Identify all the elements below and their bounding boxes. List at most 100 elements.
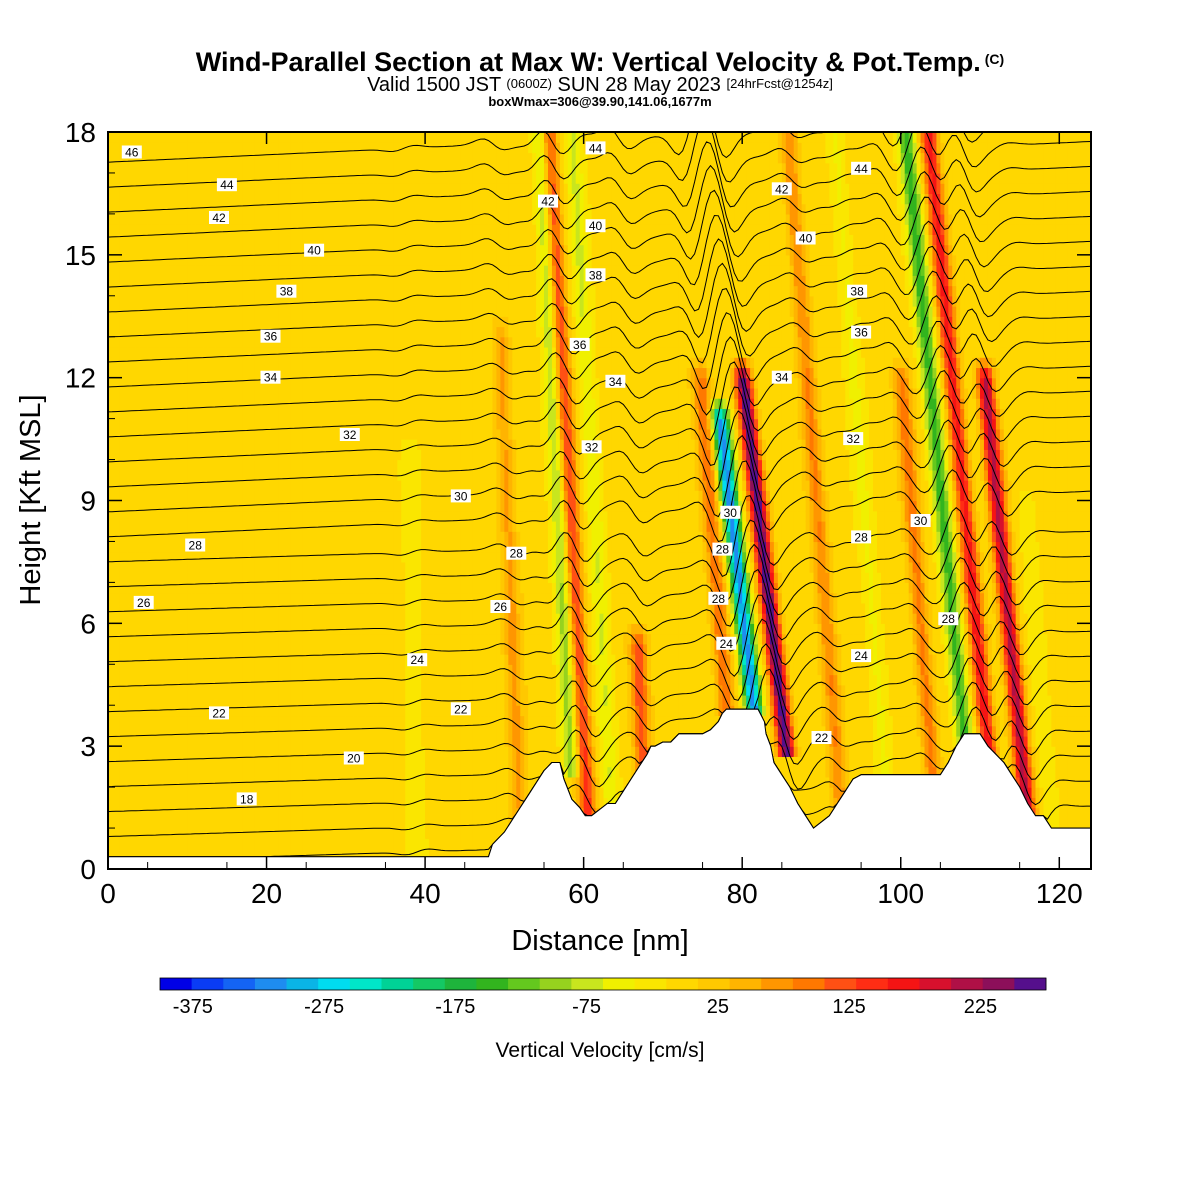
velocity-cell [226, 357, 232, 369]
velocity-cell [270, 613, 276, 624]
velocity-cell [108, 766, 113, 778]
velocity-cell [115, 787, 121, 798]
velocity-cell [282, 459, 287, 471]
velocity-cell [314, 725, 319, 737]
velocity-cell [349, 776, 355, 788]
velocity-cell [377, 633, 383, 645]
velocity-cell [171, 756, 176, 768]
velocity-cell [131, 664, 137, 676]
velocity-cell [333, 766, 339, 778]
velocity-cell [127, 295, 133, 307]
velocity-cell [298, 787, 303, 798]
velocity-cell [282, 336, 287, 348]
velocity-cell [151, 326, 157, 338]
velocity-cell [306, 787, 311, 798]
velocity-cell [183, 500, 188, 512]
velocity-cell [159, 838, 165, 850]
velocity-cell [310, 316, 315, 328]
velocity-cell [373, 152, 379, 164]
velocity-cell [207, 817, 212, 829]
velocity-cell [282, 551, 287, 563]
velocity-cell [191, 265, 196, 276]
velocity-cell [108, 193, 113, 205]
velocity-cell [139, 797, 145, 809]
velocity-cell [195, 531, 200, 543]
velocity-cell [270, 828, 276, 839]
velocity-cell [373, 316, 379, 328]
velocity-cell [373, 848, 379, 860]
velocity-cell [139, 459, 145, 471]
velocity-cell [294, 592, 299, 604]
velocity-cell [298, 203, 303, 215]
velocity-cell [306, 633, 311, 645]
velocity-cell [234, 213, 240, 225]
velocity-cell [337, 439, 343, 450]
velocity-cell [333, 746, 339, 758]
velocity-cell [262, 664, 268, 676]
velocity-cell [337, 367, 343, 379]
velocity-cell [187, 244, 192, 256]
velocity-cell [159, 316, 165, 328]
velocity-cell [246, 817, 252, 829]
velocity-cell [191, 715, 196, 727]
velocity-cell [207, 449, 212, 461]
velocity-cell [250, 705, 256, 717]
velocity-cell [373, 817, 379, 829]
velocity-cell [115, 705, 121, 717]
velocity-cell [179, 817, 184, 829]
velocity-cell [191, 275, 196, 287]
velocity-cell [337, 694, 343, 706]
velocity-cell [131, 234, 137, 246]
velocity-cell [270, 275, 276, 287]
velocity-cell [326, 213, 331, 225]
velocity-cell [163, 561, 169, 573]
velocity-cell [199, 654, 204, 665]
velocity-cell [242, 541, 248, 553]
velocity-cell [191, 490, 196, 502]
velocity-cell [143, 551, 149, 563]
velocity-cell [310, 152, 315, 164]
velocity-cell [278, 551, 283, 563]
velocity-cell [278, 684, 283, 696]
velocity-cell [290, 152, 295, 164]
velocity-cell [357, 510, 363, 522]
velocity-cell [195, 664, 200, 676]
velocity-cell [230, 398, 236, 409]
velocity-cell [175, 776, 180, 788]
velocity-cell [127, 285, 133, 297]
velocity-cell [322, 582, 327, 594]
velocity-cell [345, 705, 351, 717]
velocity-cell [108, 694, 113, 706]
velocity-cell [215, 449, 220, 461]
velocity-cell [159, 336, 165, 348]
velocity-cell [365, 684, 371, 696]
velocity-cell [171, 613, 176, 624]
velocity-cell [230, 132, 236, 143]
velocity-cell [349, 674, 355, 686]
velocity-cell [115, 838, 121, 850]
velocity-cell [306, 551, 311, 563]
velocity-cell [115, 162, 121, 174]
velocity-cell [274, 254, 280, 266]
velocity-cell [349, 500, 355, 512]
velocity-cell [207, 490, 212, 502]
velocity-cell [238, 766, 244, 778]
velocity-cell [306, 520, 311, 532]
velocity-cell [266, 306, 272, 317]
velocity-cell [238, 193, 244, 205]
velocity-cell [226, 418, 232, 430]
velocity-cell [218, 500, 224, 512]
velocity-cell [127, 244, 133, 256]
velocity-cell [302, 828, 307, 839]
velocity-cell [218, 357, 224, 369]
velocity-cell [242, 807, 248, 819]
velocity-cell [218, 387, 224, 399]
velocity-cell [238, 623, 244, 635]
velocity-cell [147, 480, 153, 491]
velocity-cell [333, 756, 339, 768]
velocity-cell [306, 664, 311, 676]
velocity-cell [349, 807, 355, 819]
velocity-cell [127, 439, 133, 450]
velocity-cell [191, 705, 196, 717]
velocity-cell [345, 213, 351, 225]
